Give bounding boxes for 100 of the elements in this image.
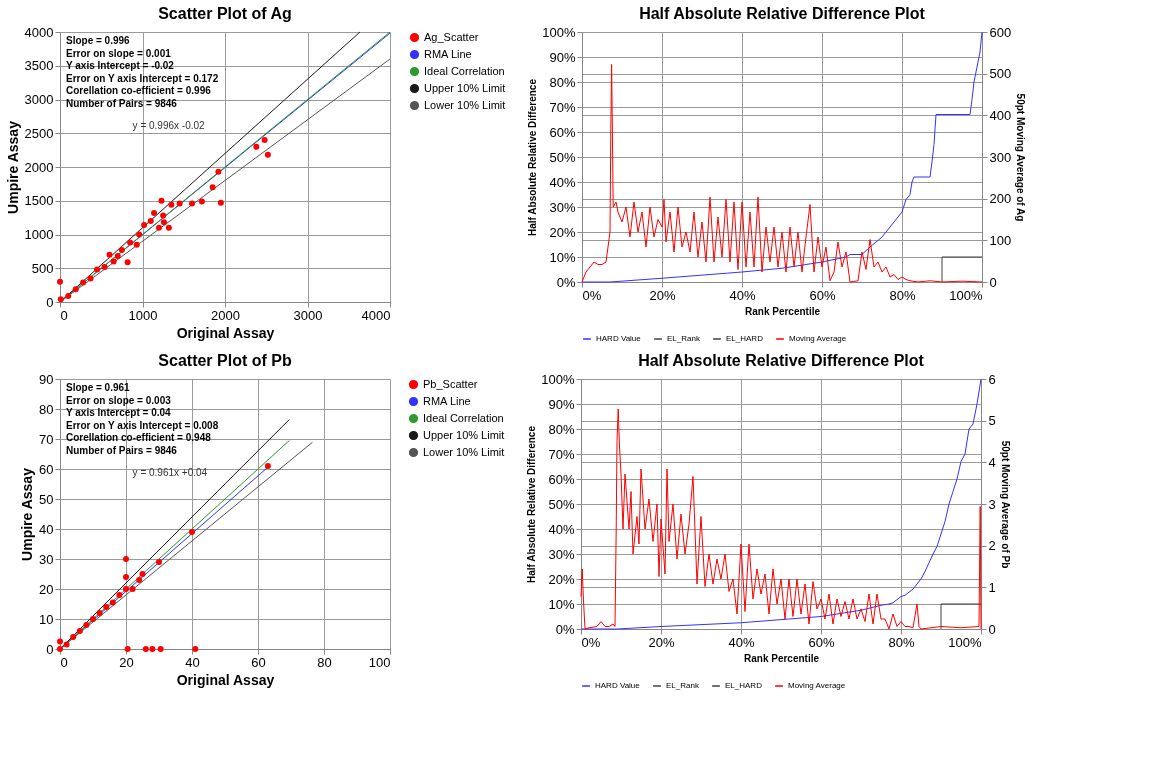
x-tick-label: 0%: [581, 634, 601, 650]
y-tick-label: 500: [31, 260, 54, 276]
y2-tick-label: 1: [988, 579, 996, 595]
legend-label: EL_HARD: [726, 334, 764, 343]
x-tick-label: 60%: [808, 634, 835, 650]
annotation: Corellation co-efficient = 0.996: [66, 85, 212, 96]
legend-label: EL_Rank: [667, 334, 701, 343]
y-tick-label: 90: [39, 371, 54, 387]
y-tick-label: 40%: [548, 521, 575, 537]
y-tick-label: 10%: [549, 249, 576, 265]
y-tick-label: 0%: [556, 274, 576, 290]
x-axis-title: Rank Percentile: [744, 305, 821, 317]
y-tick-label: 60%: [548, 471, 575, 487]
legend-label: RMA Line: [423, 394, 471, 407]
x-tick-label: 60%: [809, 287, 836, 303]
y-tick-label: 3500: [24, 58, 54, 74]
y2-tick-label: 200: [989, 191, 1012, 207]
y-tick-label: 20%: [548, 571, 575, 587]
x-tick-label: 80%: [888, 634, 915, 650]
annotation: Number of Pairs = 9846: [66, 97, 178, 109]
y2-tick-label: 6: [988, 371, 996, 387]
legend-label: Moving Average: [788, 681, 846, 690]
chart-title: Scatter Plot of Pb: [158, 352, 292, 369]
annotation: Slope = 0.996: [66, 35, 131, 46]
y-tick-label: 70%: [549, 99, 576, 115]
y-tick-label: 60: [39, 461, 54, 477]
y-tick-label: 50%: [548, 496, 575, 512]
x-axis-title: Original Assay: [176, 671, 275, 688]
x-axis-title: Rank Percentile: [743, 652, 820, 664]
y-axis-title: Umpire Assay: [19, 467, 36, 561]
y2-tick-label: 400: [989, 107, 1012, 123]
x-axis-title: Original Assay: [176, 324, 275, 341]
legend-label: EL_Rank: [666, 681, 700, 690]
y-axis-title: Half Absolute Relative Difference: [526, 425, 538, 583]
annotation: Number of Pairs = 9846: [66, 444, 178, 456]
legend-label: Lower 10% Limit: [423, 445, 505, 458]
y-tick-label: 50: [39, 491, 54, 507]
y-tick-label: 10: [39, 611, 54, 627]
y-tick-label: 80%: [548, 421, 575, 437]
y-tick-label: 80%: [549, 74, 576, 90]
y-tick-label: 1500: [24, 193, 54, 209]
legend-label: Upper 10% Limit: [424, 81, 506, 94]
y-tick-label: 30: [39, 551, 54, 567]
x-tick-label: 100%: [949, 287, 983, 303]
y-tick-label: 60%: [549, 124, 576, 140]
y2-axis-title: 50pt Moving Average of Ag: [1015, 93, 1027, 222]
y-tick-label: 0%: [555, 621, 575, 637]
y-tick-label: 90%: [549, 49, 576, 65]
annotation: y = 0.996x -0.02: [132, 120, 206, 132]
y-tick-label: 50%: [549, 149, 576, 165]
y-tick-label: 90%: [548, 396, 575, 412]
annotation: Y axis Intercept = 0.04: [66, 407, 172, 418]
x-tick-label: 0%: [582, 287, 602, 303]
x-tick-label: 40%: [729, 287, 756, 303]
x-tick-label: 20%: [649, 287, 676, 303]
x-tick-label: 2000: [211, 307, 240, 323]
chart-title: Half Absolute Relative Difference Plot: [638, 352, 925, 369]
legend-label: Ideal Correlation: [424, 64, 505, 77]
y2-tick-label: 600: [989, 24, 1012, 40]
x-tick-label: 60: [251, 654, 266, 670]
legend-label: RMA Line: [424, 47, 472, 60]
y2-tick-label: 500: [989, 66, 1012, 82]
x-tick-label: 20: [119, 654, 134, 670]
y-tick-label: 20: [39, 581, 54, 597]
y-tick-label: 10%: [548, 596, 575, 612]
y-tick-label: 100%: [542, 24, 576, 40]
y2-tick-label: 2: [988, 538, 996, 554]
y-tick-label: 100%: [541, 371, 575, 387]
y-tick-label: 1000: [24, 227, 54, 242]
y-tick-label: 30%: [548, 546, 575, 562]
y-tick-label: 4000: [24, 24, 54, 40]
legend-label: Ideal Correlation: [423, 411, 504, 424]
y2-tick-label: 300: [989, 149, 1012, 165]
y-tick-label: 80: [39, 401, 54, 417]
legend-label: Lower 10% Limit: [424, 98, 506, 111]
annotation: Error on Y axis Intercept = 0.172: [66, 72, 219, 84]
legend-label: HARD Value: [595, 681, 641, 690]
y-tick-label: 40%: [549, 174, 576, 190]
x-tick-label: 80: [317, 654, 332, 670]
y2-tick-label: 100: [989, 232, 1012, 248]
legend-label: Pb_Scatter: [423, 377, 478, 390]
x-tick-label: 100: [368, 654, 391, 670]
y-tick-label: 40: [39, 521, 54, 537]
legend-label: EL_HARD: [725, 681, 763, 690]
x-tick-label: 1000: [128, 307, 158, 323]
y-tick-label: 2000: [24, 159, 54, 175]
legend-label: HARD Value: [596, 334, 642, 343]
x-tick-label: 4000: [361, 307, 391, 323]
x-tick-label: 0: [60, 307, 68, 323]
y2-tick-label: 0: [988, 621, 996, 637]
y2-tick-label: 0: [989, 274, 997, 290]
annotation: Y axis Intercept = -0.02: [66, 60, 175, 71]
legend-label: Upper 10% Limit: [423, 428, 505, 441]
x-tick-label: 3000: [293, 307, 323, 323]
chart-title: Scatter Plot of Ag: [158, 5, 292, 22]
annotation: Slope = 0.961: [66, 382, 131, 393]
annotation: Error on slope = 0.001: [66, 47, 172, 59]
legend-label: Ag_Scatter: [424, 30, 479, 43]
annotation: Error on slope = 0.003: [66, 394, 172, 406]
x-tick-label: 20%: [648, 634, 675, 650]
